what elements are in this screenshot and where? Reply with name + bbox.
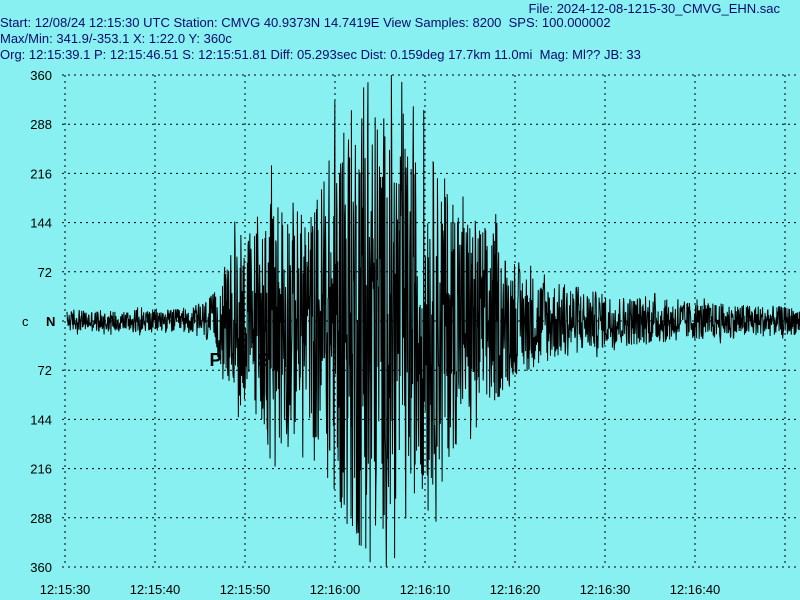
station-value: CMVG 40.9373N 14.7419E [221,15,380,30]
x-tick-label: 12:16:30 [580,582,631,597]
dist-value: 0.159deg 17.7km 11.0mi [390,47,533,62]
y-tick-label: 288 [30,511,52,526]
org-value: 12:15:39.1 [28,47,91,62]
jb-label: JB: [603,47,623,62]
start-label: Start: [0,15,32,30]
channel-label: N [46,314,55,329]
phase-marker-s: S [257,350,269,370]
sps-value: 100.000002 [541,15,611,30]
file-name: 2024-12-08-1215-30_CMVG_EHN.sac [556,1,780,16]
y-tick-label: 144 [30,412,52,427]
phase-marker-p: P [210,350,222,370]
x-scale-value: 1:22.0 [148,31,186,46]
y-scale-value: 360c [203,31,232,46]
s-label: S: [182,47,195,62]
y-tick-label: 72 [38,363,52,378]
maxmin-label: Max/Min: [0,31,53,46]
y-tick-label: 288 [30,117,52,132]
file-label: File: [528,1,554,16]
y-tick-label: 360 [30,560,52,575]
y-tick-label: 360 [30,68,52,83]
maxmin-value: 341.9/-353.1 [56,31,130,46]
y-axis-labels: 360 288 216 144 72 c 72 144 216 288 360 N [22,68,55,575]
diff-label: Diff: [270,47,294,62]
view-samples-label: View Samples: [383,15,469,30]
x-tick-label: 12:16:20 [490,582,541,597]
y-tick-label: 216 [30,166,52,181]
start-value: 12/08/24 12:15:30 UTC [34,15,170,30]
y-tick-label: 216 [30,462,52,477]
x-tick-label: 12:15:40 [130,582,181,597]
y-tick-label: c [22,314,29,329]
x-tick-label: 12:15:50 [220,582,271,597]
x-tick-label: 12:16:40 [670,582,721,597]
x-tick-label: 12:16:10 [400,582,451,597]
origin-info-line: Org: 12:15:39.1 P: 12:15:46.51 S: 12:15:… [0,47,641,63]
jb-value: 33 [626,47,641,62]
y-tick-label: 144 [30,216,52,231]
x-axis-labels: 12:15:30 12:15:40 12:15:50 12:16:00 12:16:10… [40,582,721,597]
p-label: P: [94,47,107,62]
seismic-trace-group [66,74,800,568]
view-samples-value: 8200 [472,15,502,30]
org-label: Org: [0,47,26,62]
y-scale-label: Y: [188,31,201,46]
seismic-trace [66,74,800,568]
p-value: 12:15:46.51 [109,47,179,62]
mag-value: Ml?? [572,47,601,62]
x-tick-label: 12:16:00 [310,582,361,597]
diff-value: 05.293sec [296,47,357,62]
mag-label: Mag: [539,47,569,62]
file-info: File: 2024-12-08-1215-30_CMVG_EHN.sac [529,1,780,17]
y-tick-label: 72 [38,265,52,280]
start-info-line: Start: 12/08/24 12:15:30 UTC Station: CM… [0,15,611,31]
maxmin-info-line: Max/Min: 341.9/-353.1 X: 1:22.0 Y: 360c [0,31,232,47]
dist-label: Dist: [360,47,387,62]
x-scale-label: X: [133,31,146,46]
station-label: Station: [173,15,218,30]
x-tick-label: 12:15:30 [40,582,91,597]
s-value: 12:15:51.81 [198,47,267,62]
sps-label: SPS: [508,15,539,30]
